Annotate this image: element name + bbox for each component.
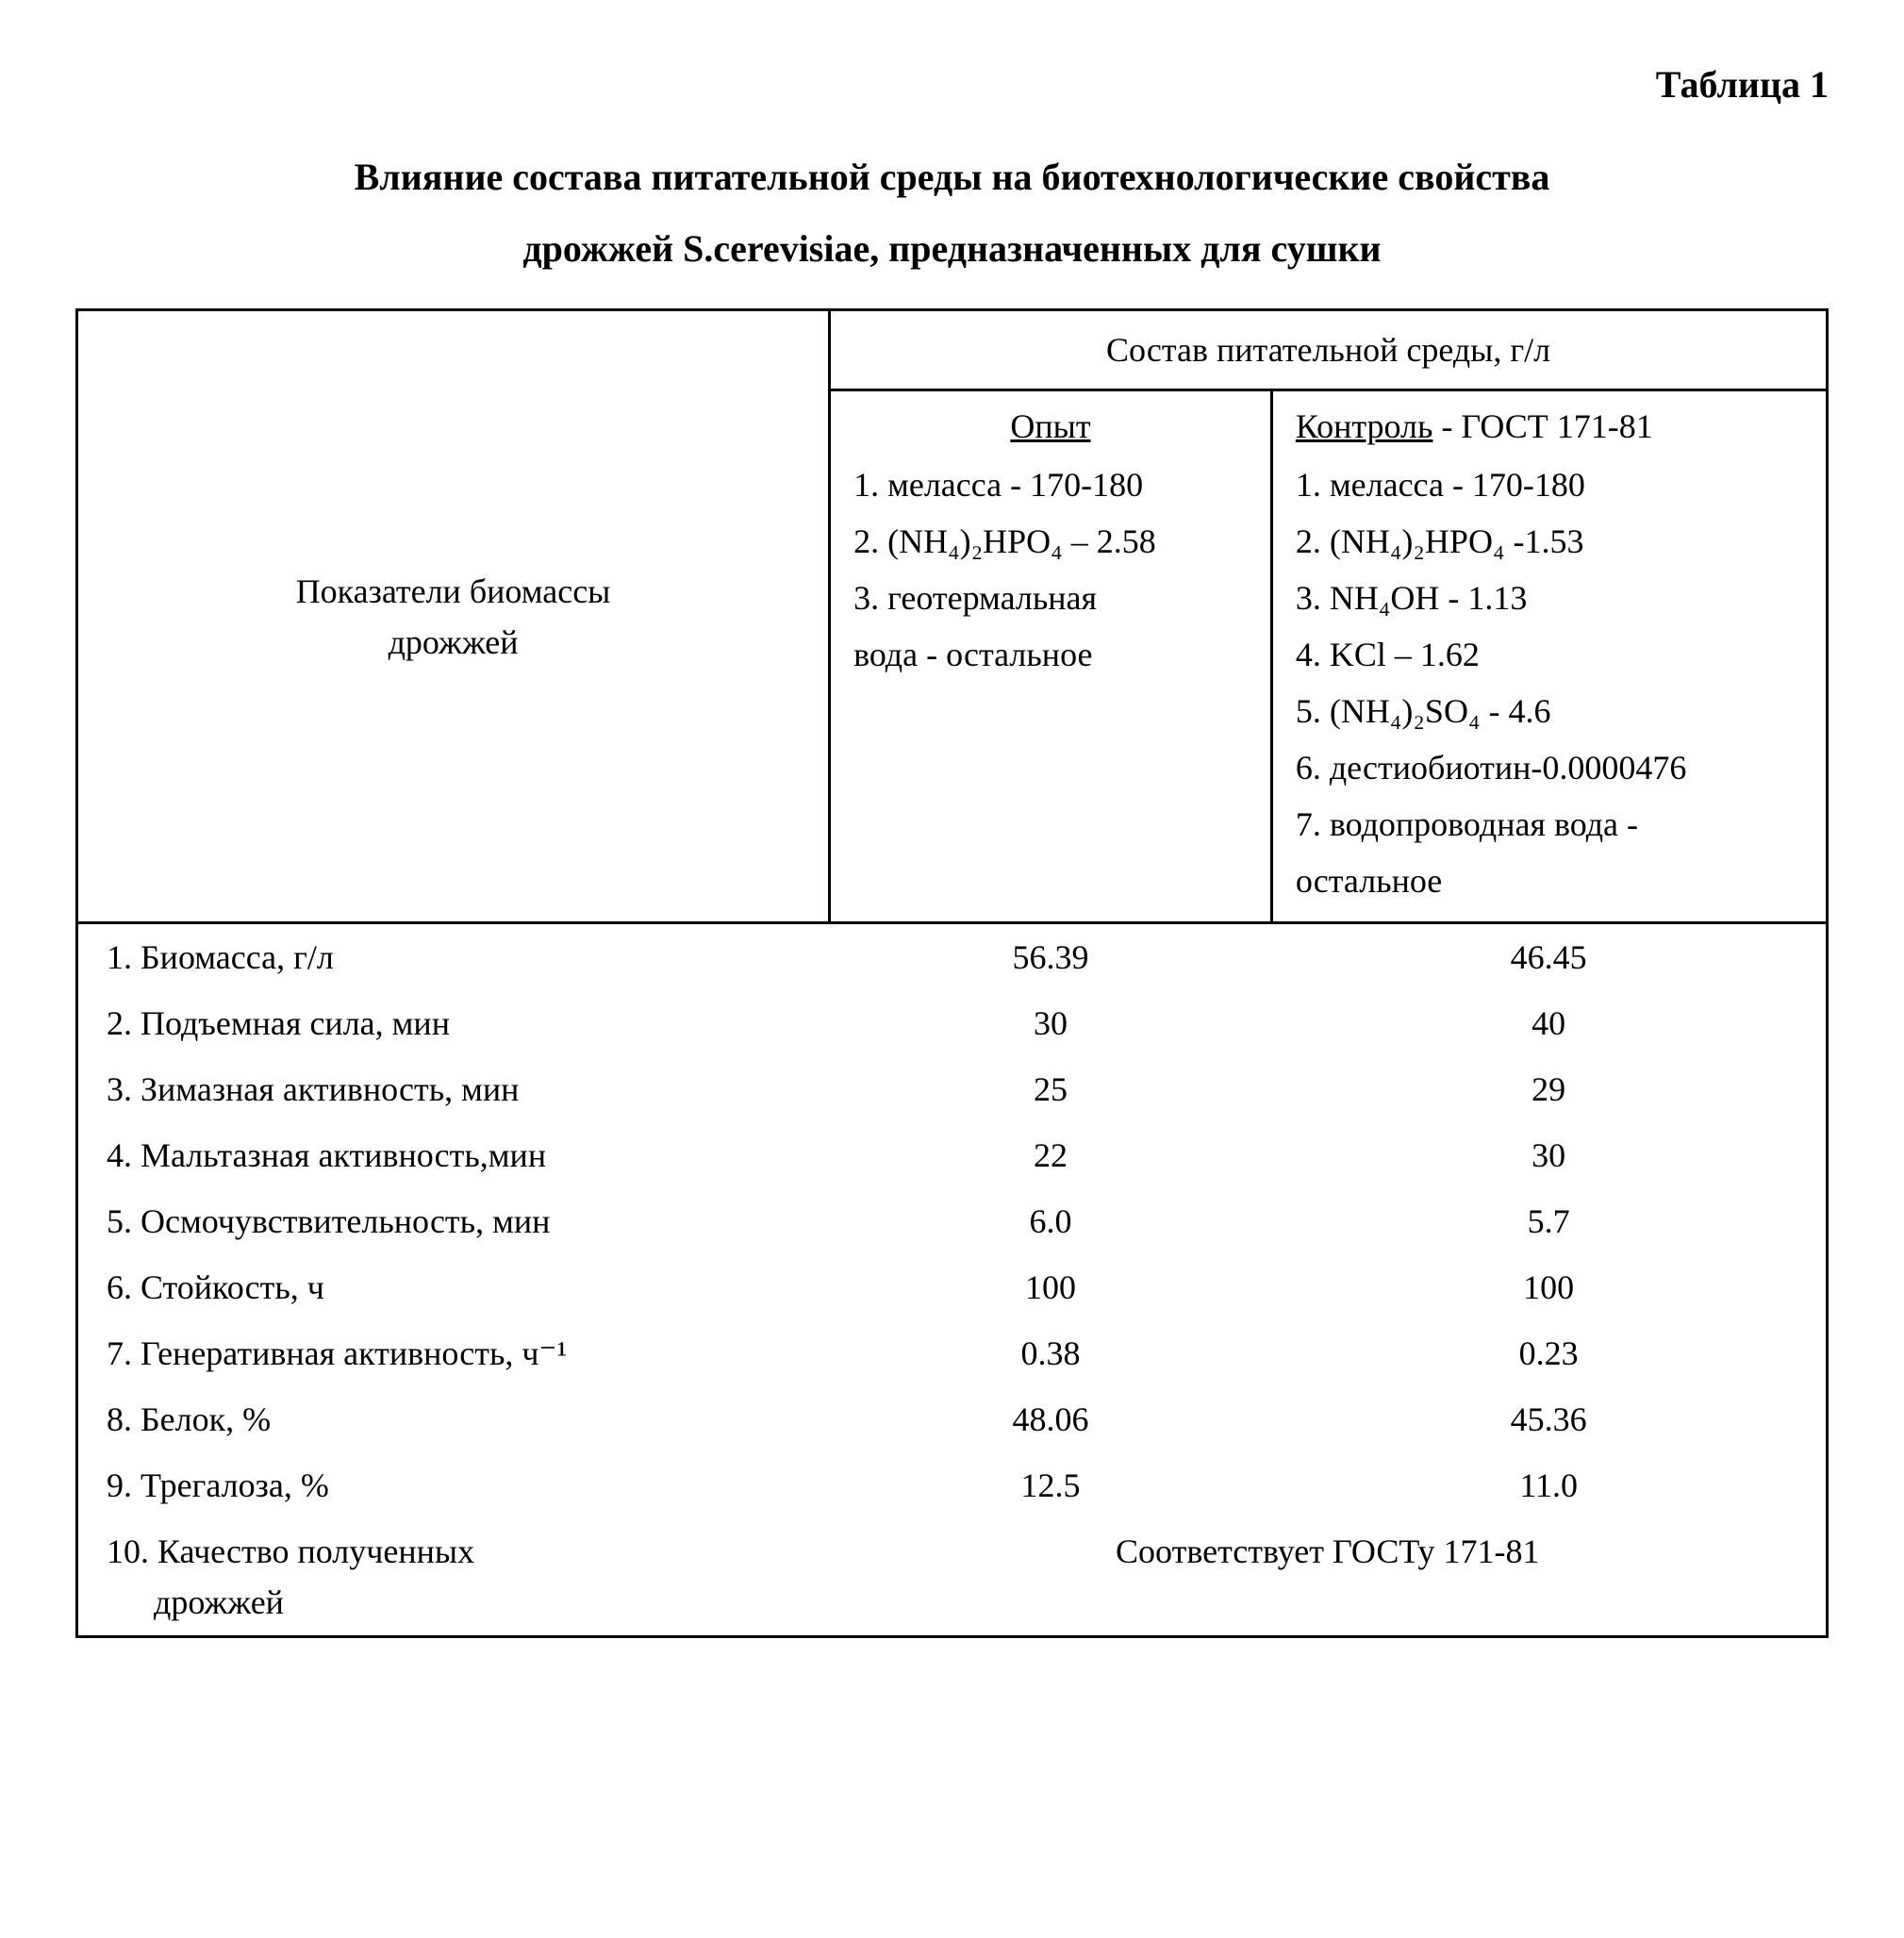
- table-row: 5. Осмочувствительность, мин 6.0 5.7: [77, 1188, 1828, 1254]
- row-v2: 30: [1271, 1122, 1827, 1188]
- row-v2: 40: [1271, 990, 1827, 1056]
- opyt-items: 1. меласса - 170-180 2. (NH₄)₂HPO₄ – 2.5…: [848, 459, 1253, 680]
- header-left-line2: дрожжей: [389, 623, 519, 661]
- header-top: Состав питательной среды, г/л: [830, 310, 1828, 390]
- row-v2: 100: [1271, 1254, 1827, 1320]
- table-row: 3. Зимазная активность, мин 25 29: [77, 1056, 1828, 1122]
- table-row: 9. Трегалоза, % 12.5 11.0: [77, 1452, 1828, 1518]
- table-number: Таблица 1: [75, 57, 1829, 113]
- row10-value: Соответствует ГОСТу 171-81: [830, 1518, 1828, 1637]
- header-left: Показатели биомассы дрожжей: [77, 310, 830, 923]
- table-row: 6. Стойкость, ч 100 100: [77, 1254, 1828, 1320]
- control-item-6: 6. дестиобиотин-0.0000476: [1290, 742, 1809, 793]
- header-left-line1: Показатели биомассы: [296, 572, 611, 610]
- row-v2: 45.36: [1271, 1386, 1827, 1452]
- row10-label: 10. Качество полученных дрожжей: [77, 1518, 830, 1637]
- row-label: 8. Белок, %: [77, 1386, 830, 1452]
- control-heading-suffix: - ГОСТ 171-81: [1432, 407, 1652, 445]
- row-label: 9. Трегалоза, %: [77, 1452, 830, 1518]
- opyt-item-3: 3. геотермальная: [848, 572, 1253, 623]
- row-v2: 0.23: [1271, 1320, 1827, 1386]
- row-v2: 5.7: [1271, 1188, 1827, 1254]
- title-line-1: Влияние состава питательной среды на био…: [355, 156, 1550, 198]
- row10-label-line2: дрожжей: [107, 1577, 811, 1628]
- table-row-10: 10. Качество полученных дрожжей Соответс…: [77, 1518, 1828, 1637]
- row-label: 3. Зимазная активность, мин: [77, 1056, 830, 1122]
- row10-label-line1: 10. Качество полученных: [107, 1526, 811, 1577]
- table-row: 4. Мальтазная активность,мин 22 30: [77, 1122, 1828, 1188]
- row-label: 4. Мальтазная активность,мин: [77, 1122, 830, 1188]
- control-item-7-sub: остальное: [1290, 855, 1809, 906]
- row-label: 2. Подъемная сила, мин: [77, 990, 830, 1056]
- row-v1: 12.5: [830, 1452, 1272, 1518]
- row-label: 7. Генеративная активность, ч⁻¹: [77, 1320, 830, 1386]
- row-label: 1. Биомасса, г/л: [77, 923, 830, 991]
- header-col-opyt: Опыт 1. меласса - 170-180 2. (NH₄)₂HPO₄ …: [830, 390, 1272, 923]
- table-title: Влияние состава питательной среды на био…: [75, 141, 1829, 285]
- opyt-heading: Опыт: [1010, 407, 1090, 445]
- row-v1: 100: [830, 1254, 1272, 1320]
- row-v2: 29: [1271, 1056, 1827, 1122]
- title-line-2: дрожжей S.cerevisiae, предназначенных дл…: [522, 227, 1381, 270]
- row-v1: 6.0: [830, 1188, 1272, 1254]
- header-col-control: Контроль - ГОСТ 171-81 1. меласса - 170-…: [1271, 390, 1827, 923]
- control-item-5: 5. (NH₄)₂SO₄ - 4.6: [1290, 686, 1809, 737]
- row-v1: 22: [830, 1122, 1272, 1188]
- data-table: Показатели биомассы дрожжей Состав питат…: [75, 308, 1829, 1638]
- row-v1: 25: [830, 1056, 1272, 1122]
- row-v2: 46.45: [1271, 923, 1827, 991]
- row-v1: 48.06: [830, 1386, 1272, 1452]
- row-label: 6. Стойкость, ч: [77, 1254, 830, 1320]
- control-item-1: 1. меласса - 170-180: [1290, 459, 1809, 510]
- opyt-item-2: 2. (NH₄)₂HPO₄ – 2.58: [848, 516, 1253, 567]
- table-row: 1. Биомасса, г/л 56.39 46.45: [77, 923, 1828, 991]
- control-items: 1. меласса - 170-180 2. (NH₄)₂HPO₄ -1.53…: [1290, 459, 1809, 906]
- table-row: 7. Генеративная активность, ч⁻¹ 0.38 0.2…: [77, 1320, 1828, 1386]
- table-row: 8. Белок, % 48.06 45.36: [77, 1386, 1828, 1452]
- control-item-4: 4. KCl – 1.62: [1290, 629, 1809, 680]
- opyt-item-3-sub: вода - остальное: [848, 629, 1253, 680]
- control-item-3: 3. NH₄OH - 1.13: [1290, 572, 1809, 623]
- row-v2: 11.0: [1271, 1452, 1827, 1518]
- control-heading: Контроль: [1296, 407, 1433, 445]
- opyt-item-1: 1. меласса - 170-180: [848, 459, 1253, 510]
- control-item-7: 7. водопроводная вода -: [1290, 799, 1809, 850]
- row-label: 5. Осмочувствительность, мин: [77, 1188, 830, 1254]
- row-v1: 0.38: [830, 1320, 1272, 1386]
- control-item-2: 2. (NH₄)₂HPO₄ -1.53: [1290, 516, 1809, 567]
- table-row: 2. Подъемная сила, мин 30 40: [77, 990, 1828, 1056]
- row-v1: 56.39: [830, 923, 1272, 991]
- row-v1: 30: [830, 990, 1272, 1056]
